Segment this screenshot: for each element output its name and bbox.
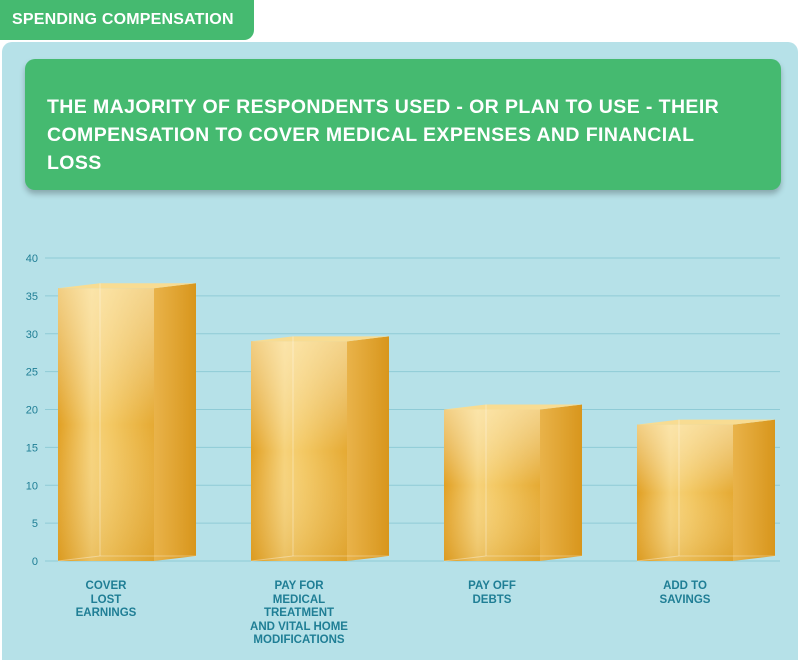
y-tick-label: 35 xyxy=(26,291,38,303)
bar xyxy=(636,419,775,562)
bar xyxy=(443,404,582,562)
bar-front-shade xyxy=(251,341,347,561)
bar-front-shade xyxy=(637,424,733,561)
bar-front-shade xyxy=(444,409,540,561)
y-tick-label: 20 xyxy=(26,405,38,417)
x-category-label: PAY FOR MEDICAL TREATMENT AND VITAL HOME… xyxy=(250,580,348,646)
bar-front-shade xyxy=(58,288,154,561)
y-tick-label: 25 xyxy=(26,367,38,379)
bar-side xyxy=(154,283,196,561)
x-category-label: PAY OFF DEBTS xyxy=(468,580,516,606)
y-tick-label: 15 xyxy=(26,442,38,454)
y-tick-label: 30 xyxy=(26,329,38,341)
bar-top xyxy=(637,419,775,425)
bar xyxy=(250,336,389,562)
chart-title: THE MAJORITY OF RESPONDENTS USED - OR PL… xyxy=(47,96,720,174)
bar xyxy=(57,283,196,562)
headline-box: THE MAJORITY OF RESPONDENTS USED - OR PL… xyxy=(25,59,781,190)
bar-edge xyxy=(250,555,294,562)
x-category-label: COVER LOST EARNINGS xyxy=(75,580,137,619)
bar-edge xyxy=(636,555,680,562)
bars-layer xyxy=(57,283,775,562)
bar-side xyxy=(733,419,775,561)
section-tag: SPENDING COMPENSATION xyxy=(0,0,254,40)
bar-top xyxy=(58,283,196,289)
bar-side xyxy=(347,336,389,561)
bar-top xyxy=(444,404,582,410)
x-category-label: ADD TO SAVINGS xyxy=(659,580,711,606)
y-tick-label: 10 xyxy=(26,480,38,492)
y-tick-label: 5 xyxy=(32,518,38,530)
bar-edge xyxy=(57,555,101,562)
y-tick-label: 40 xyxy=(26,253,38,265)
bar-edge xyxy=(443,555,487,562)
y-tick-label: 0 xyxy=(32,556,38,568)
y-axis-ticks: 0 5 10 15 20 25 30 35 40 xyxy=(26,253,38,568)
bar-top xyxy=(251,336,389,342)
bar-side xyxy=(540,404,582,561)
